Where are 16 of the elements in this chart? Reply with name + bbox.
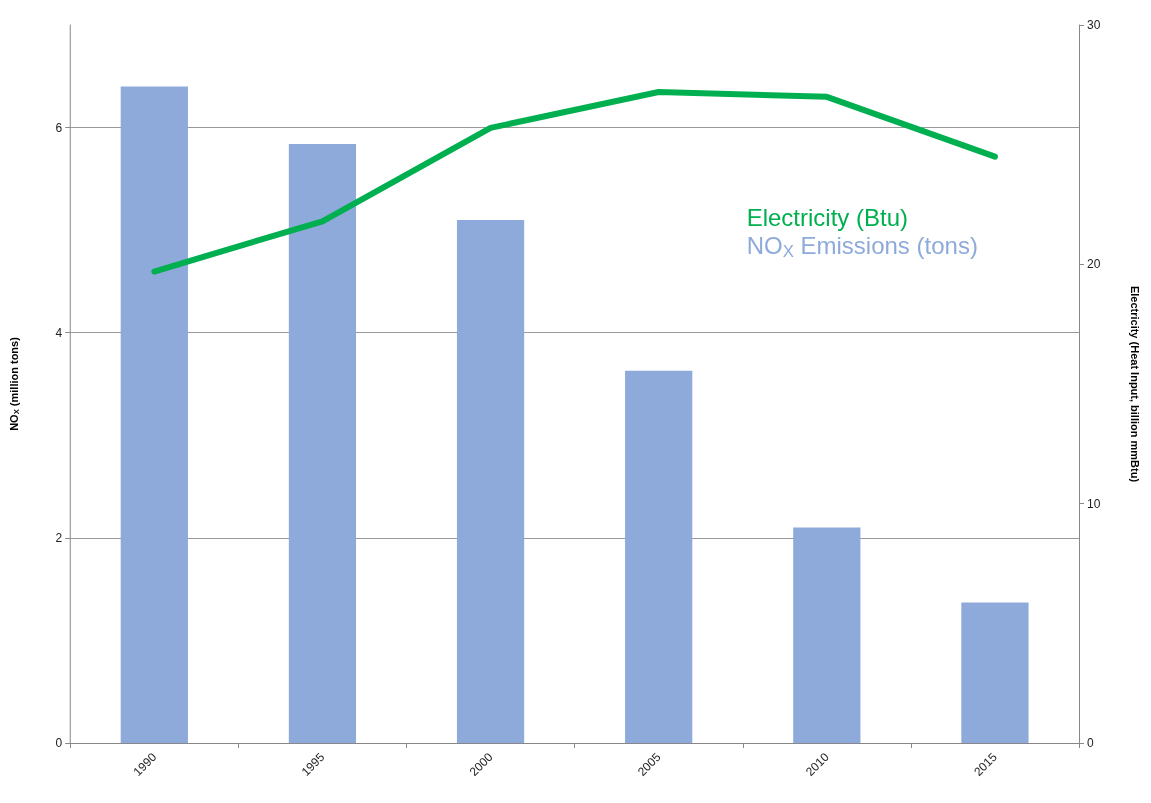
bar: [793, 527, 861, 743]
text: Electricity (Btu): [746, 204, 908, 232]
y-tick-label: 6: [55, 120, 63, 135]
y-tick-label: 4: [55, 325, 63, 340]
bar: [120, 86, 188, 743]
y2-tick-label: 20: [1087, 257, 1101, 272]
y2-tick-label: 0: [1087, 736, 1094, 750]
bar: [961, 602, 1029, 743]
y-tick-label: 0: [55, 736, 63, 750]
y-tick-label: 2: [55, 530, 63, 545]
bar: [288, 143, 357, 743]
bar: [625, 370, 693, 743]
y2-tick-label: 30: [1087, 18, 1101, 32]
bar: [456, 219, 525, 743]
y2-axis-title: Electricity (Heat Input, billion mmBtu): [1128, 285, 1141, 483]
y2-tick-label: 10: [1087, 496, 1101, 511]
